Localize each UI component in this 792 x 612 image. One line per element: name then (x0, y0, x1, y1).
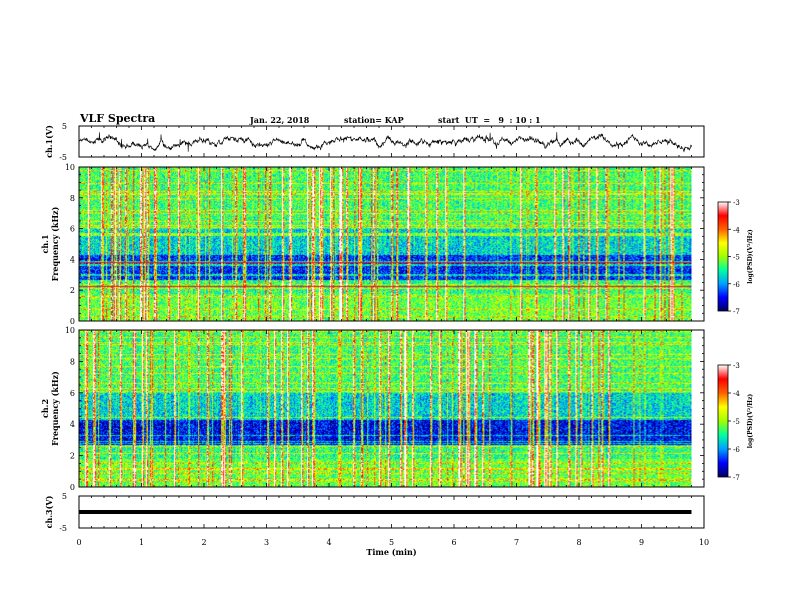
xtick-label: 8 (576, 538, 581, 547)
ytick-label-w1: 5 (62, 122, 67, 131)
ytick-label-w3: 5 (62, 492, 67, 501)
ytick-label-w3: -5 (59, 524, 67, 533)
colorbar-label: log(PSD)(V²/Hz) (747, 394, 754, 449)
ytick-label-s2: 0 (70, 483, 75, 492)
colorbar-tick-label: -7 (733, 308, 740, 316)
xtick-label: 9 (639, 538, 644, 547)
ytick-label-s1: 8 (70, 194, 75, 203)
ytick-label-s2: 6 (70, 389, 75, 398)
ylabel-w1: ch.1(V) (44, 125, 54, 158)
colorbar-1 (717, 201, 729, 312)
xtick-label: 5 (389, 538, 394, 547)
ytick-label-s1: 10 (65, 163, 75, 172)
xtick-label: 10 (699, 538, 709, 547)
spectrogram-ch1 (79, 167, 692, 321)
ytick-label-s2: 4 (70, 420, 75, 429)
spectrogram-ch2 (79, 330, 692, 487)
colorbar-tick-label: -4 (733, 226, 740, 234)
xtick-label: 0 (76, 538, 81, 547)
xtick-label: 2 (201, 538, 206, 547)
colorbar-2 (717, 364, 729, 478)
ytick-label-w1: -5 (59, 153, 67, 162)
xlabel: Time (min) (366, 547, 416, 557)
ytick-label-s2: 8 (70, 357, 75, 366)
xtick-label: 7 (514, 538, 519, 547)
colorbar-tick-label: -3 (733, 199, 740, 207)
spectrogram-layer (79, 167, 729, 487)
xtick-label: 6 (451, 538, 456, 547)
ylabel-s2: ch.2Frequency (kHz) (40, 371, 60, 446)
station-label: station= KAP (344, 115, 404, 125)
colorbar-tick-label: -3 (733, 362, 740, 370)
axes-layer (78, 125, 731, 529)
ytick-label-s2: 10 (65, 326, 75, 335)
ytick-label-s2: 2 (70, 452, 75, 461)
chart-title: VLF Spectra (80, 112, 156, 125)
xtick-label: 3 (264, 538, 269, 547)
date-label: Jan. 22, 2018 (250, 115, 310, 125)
colorbar-tick-label: -5 (733, 254, 740, 262)
xtick-label: 4 (326, 538, 331, 547)
waveform-layer (78, 132, 692, 514)
ytick-label-s1: 0 (70, 317, 75, 326)
colorbar-tick-label: -6 (733, 446, 740, 454)
ytick-label-s1: 6 (70, 225, 75, 234)
ytick-label-s1: 4 (70, 255, 75, 264)
colorbar-tick-label: -7 (733, 474, 740, 482)
colorbar-tick-label: -6 (733, 281, 740, 289)
ch1-waveform-line (78, 132, 692, 153)
ylabel-w3: ch.3(V) (44, 495, 54, 528)
colorbar-tick-label: -5 (733, 418, 740, 426)
colorbar-label: log(PSD)(V²/Hz) (747, 229, 754, 284)
xtick-label: 1 (139, 538, 144, 547)
ytick-label-s1: 2 (70, 286, 75, 295)
colorbar-tick-label: -4 (733, 390, 740, 398)
ylabel-s1: ch.1Frequency (kHz) (40, 206, 60, 281)
start-time-label: start UT = 9 : 10 : 1 (438, 115, 541, 125)
